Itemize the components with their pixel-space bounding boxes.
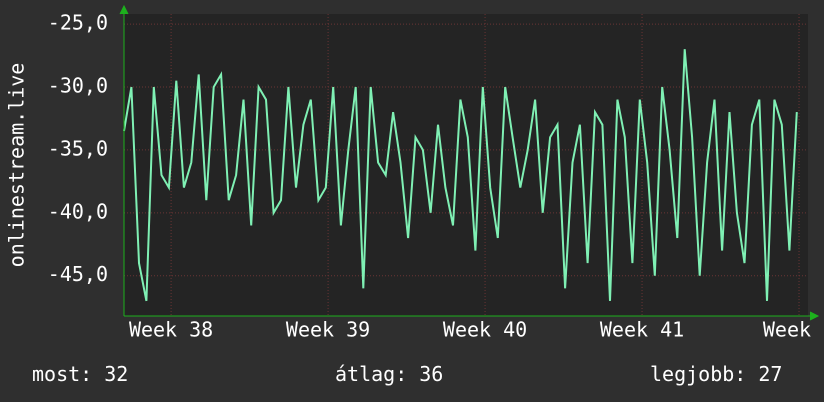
y-tick-label: -25,0 bbox=[48, 11, 108, 35]
stat: átlag: 36 bbox=[335, 362, 443, 386]
stat-value: 27 bbox=[758, 362, 782, 386]
stat-label: átlag: bbox=[335, 362, 407, 386]
y-tick-label: -40,0 bbox=[48, 199, 108, 223]
stat-label: most: bbox=[32, 362, 92, 386]
stat-label: legjobb: bbox=[650, 362, 746, 386]
y-axis bbox=[119, 4, 129, 316]
x-axis bbox=[124, 311, 820, 321]
y-tick-label: -35,0 bbox=[48, 136, 108, 160]
x-tick-label: Week 41 bbox=[600, 318, 684, 342]
stat: legjobb: 27 bbox=[650, 362, 782, 386]
stat-value: 32 bbox=[104, 362, 128, 386]
stat-value: 36 bbox=[419, 362, 443, 386]
x-tick-label: Week 38 bbox=[129, 318, 213, 342]
y-axis-title: onlinestream.live bbox=[5, 63, 29, 268]
x-tick-label: Week 40 bbox=[443, 318, 527, 342]
x-tick-label: Week 4 bbox=[763, 318, 824, 342]
y-tick-label: -30,0 bbox=[48, 73, 108, 97]
stat: most: 32 bbox=[32, 362, 128, 386]
x-tick-label: Week 39 bbox=[286, 318, 370, 342]
data-line bbox=[123, 49, 798, 302]
y-tick-label: -45,0 bbox=[48, 262, 108, 286]
